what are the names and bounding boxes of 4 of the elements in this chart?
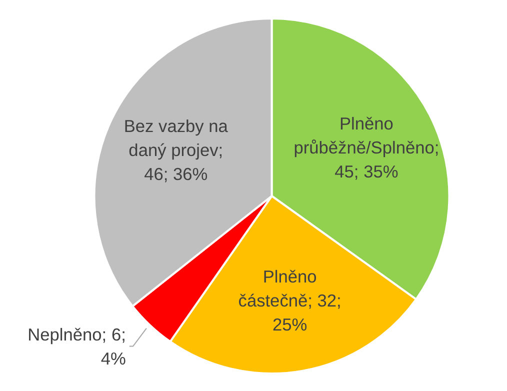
slice-label: Neplněno; 6; 4% bbox=[28, 324, 126, 368]
slice-label: Bez vazby na daný projev; 46; 36% bbox=[124, 116, 228, 184]
slice-label: Plněno částečně; 32; 25% bbox=[238, 266, 342, 334]
slice-label: Plněno průběžně/Splněno; 45; 35% bbox=[294, 114, 440, 182]
